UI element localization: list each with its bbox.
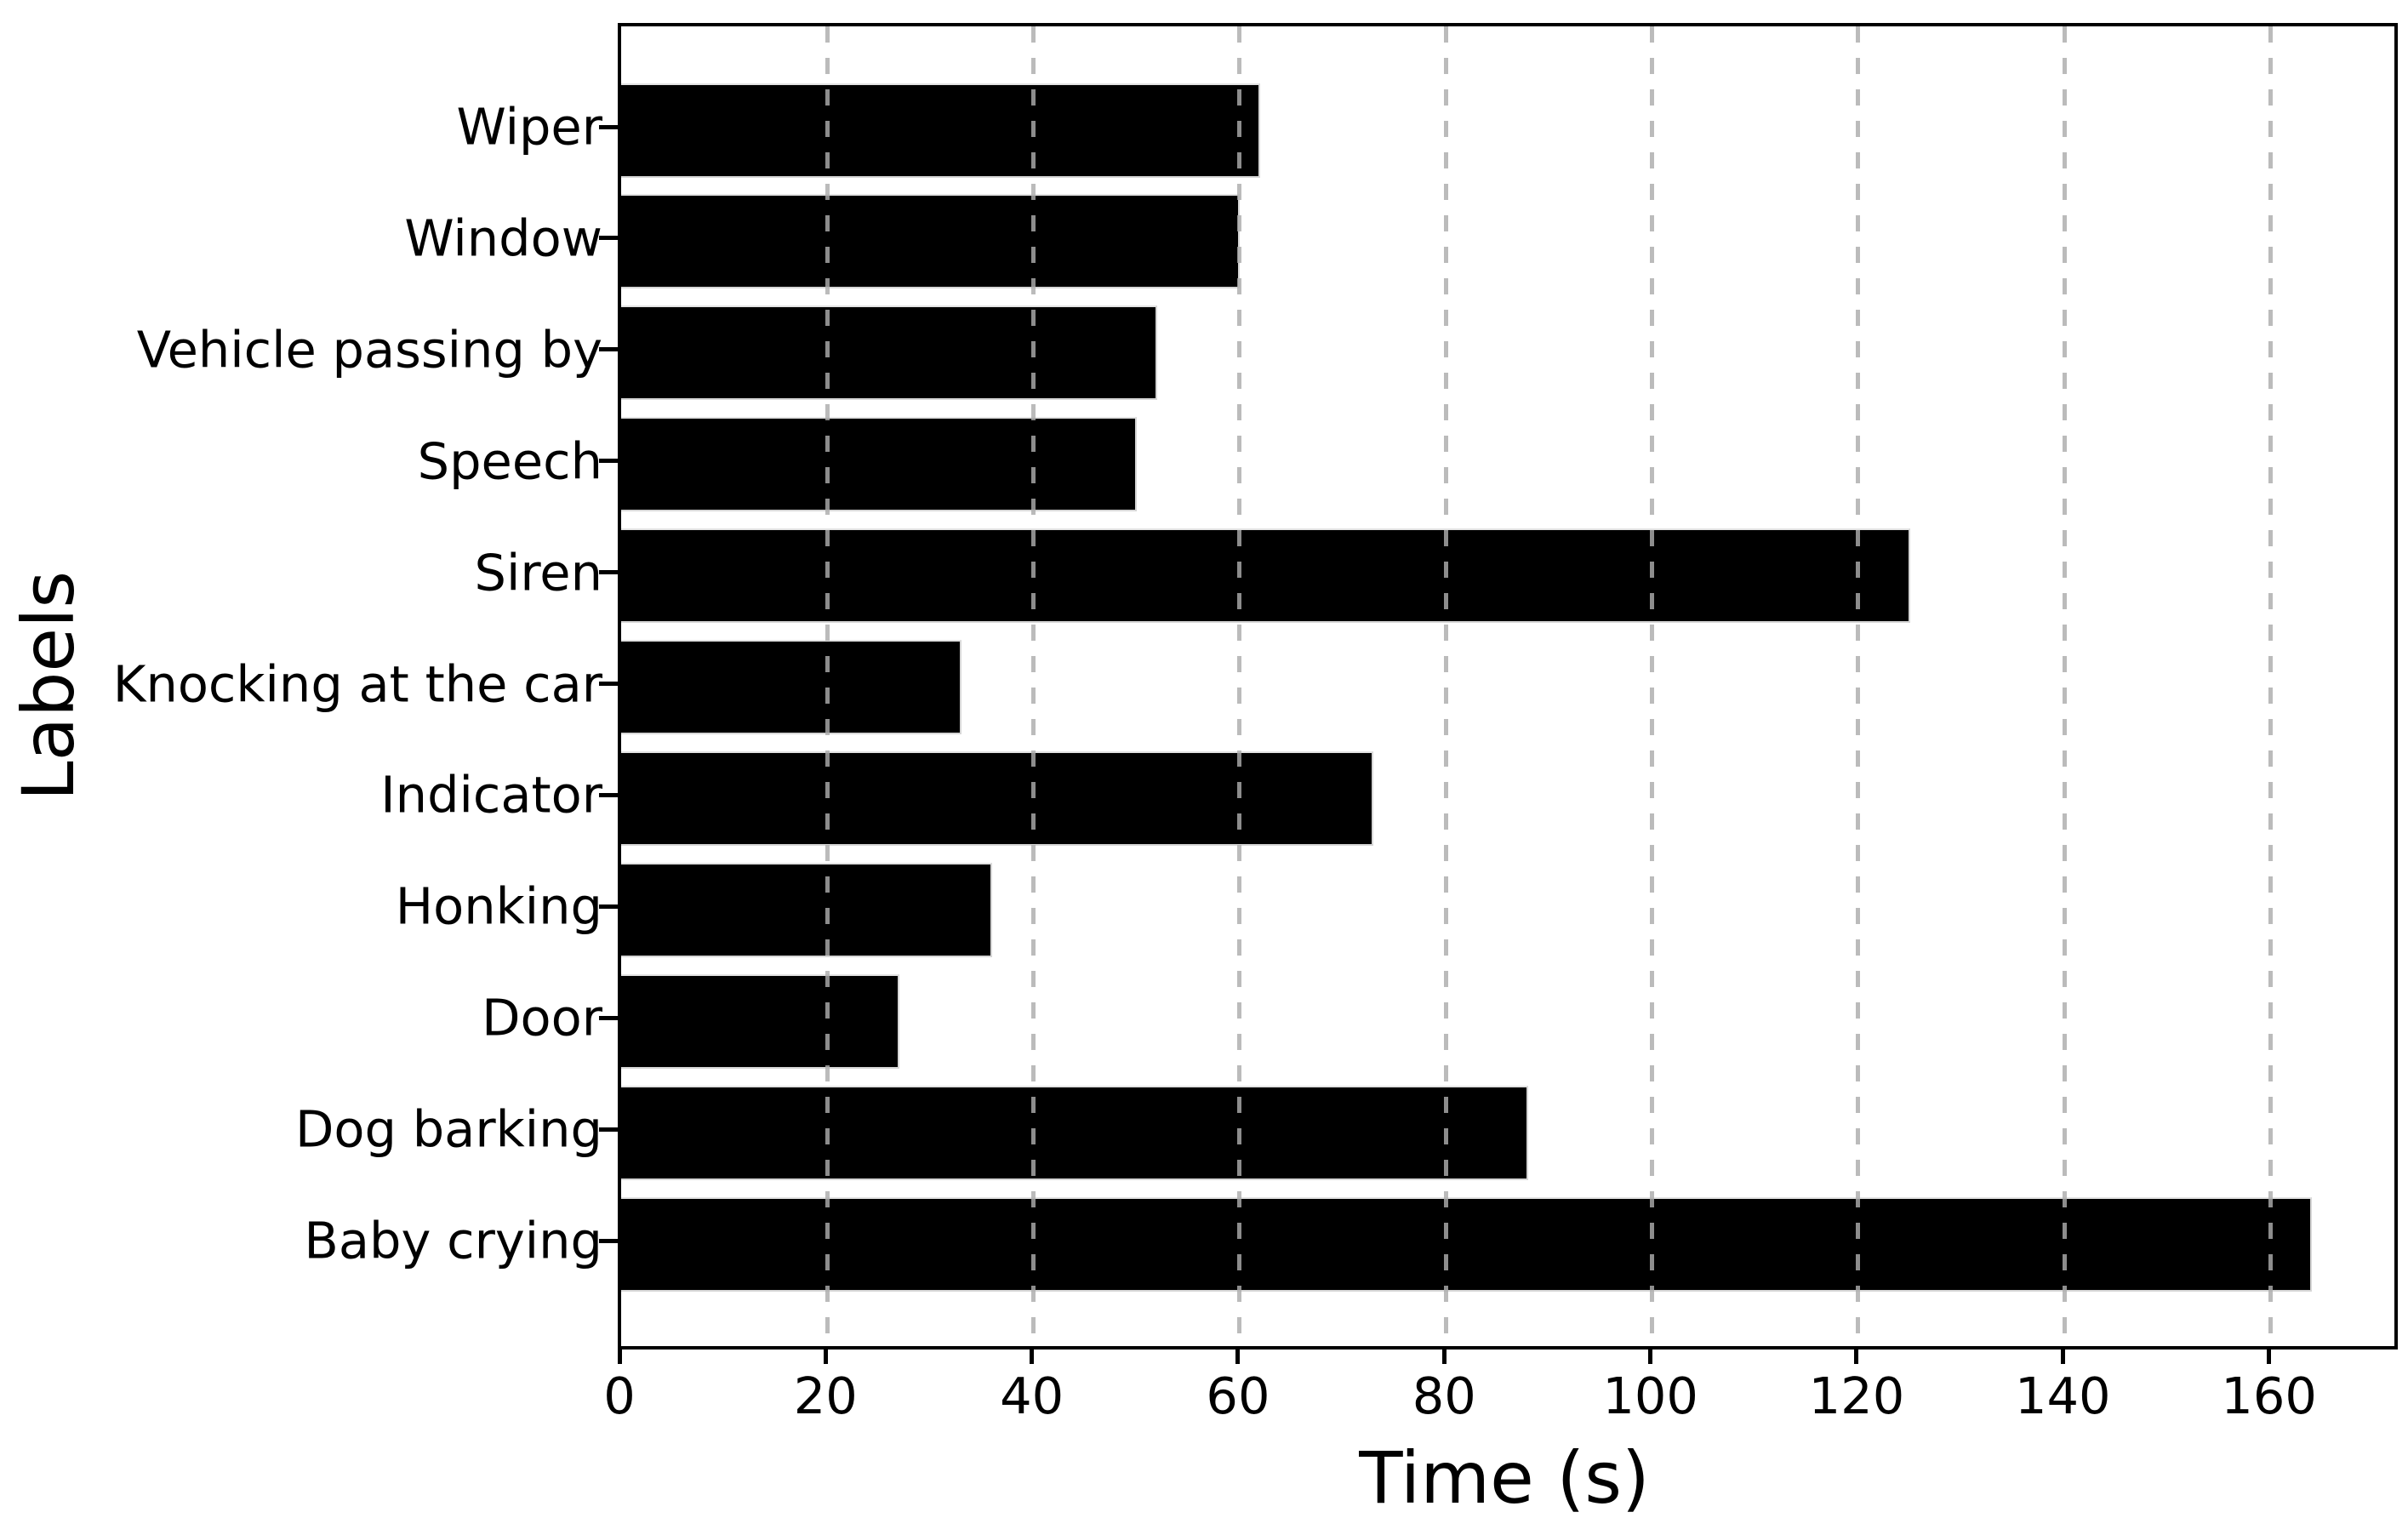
bar: [621, 194, 1240, 289]
gridline: [1237, 26, 1242, 1346]
x-tick-label: 100: [1602, 1367, 1698, 1425]
bar: [621, 750, 1374, 846]
gridline: [1856, 26, 1861, 1346]
y-tick: [599, 570, 618, 575]
bar: [621, 973, 900, 1069]
x-tick-label: 140: [2014, 1367, 2111, 1425]
x-tick-label: 40: [1000, 1367, 1064, 1425]
bar: [621, 640, 961, 734]
gridline: [1443, 26, 1448, 1346]
bar: [621, 305, 1158, 401]
y-tick-label: Baby crying: [304, 1211, 602, 1270]
x-tick: [1030, 1346, 1035, 1364]
x-tick-label: 120: [1808, 1367, 1905, 1425]
x-tick-label: 60: [1206, 1367, 1270, 1425]
x-tick: [1441, 1346, 1447, 1364]
x-tick: [823, 1346, 828, 1364]
y-tick: [599, 792, 618, 797]
x-tick: [1235, 1346, 1241, 1364]
gridline: [1031, 26, 1036, 1346]
y-tick-label: Speech: [417, 431, 602, 491]
gridline: [2062, 26, 2067, 1346]
x-tick: [1648, 1346, 1653, 1364]
y-tick-label: Vehicle passing by: [136, 320, 602, 379]
y-tick-label: Knocking at the car: [112, 654, 602, 713]
y-tick-label: Wiper: [456, 97, 602, 157]
y-tick-label: Dog barking: [294, 1099, 602, 1159]
y-tick: [599, 236, 618, 241]
x-axis-title: Time (s): [1359, 1436, 1650, 1520]
y-tick-label: Window: [404, 208, 602, 268]
x-tick-label: 80: [1412, 1367, 1476, 1425]
gridline: [1650, 26, 1655, 1346]
bar: [621, 83, 1261, 178]
y-tick-label: Door: [482, 988, 602, 1047]
gridline: [2268, 26, 2274, 1346]
bar: [621, 862, 993, 957]
bar: [621, 417, 1137, 512]
x-tick-label: 20: [793, 1367, 858, 1425]
y-tick: [599, 1015, 618, 1020]
x-tick-label: 160: [2221, 1367, 2317, 1425]
y-tick: [599, 682, 618, 686]
y-tick: [599, 904, 618, 909]
y-tick: [599, 459, 618, 464]
y-tick: [599, 347, 618, 352]
y-tick: [599, 124, 618, 129]
y-tick-label: Honking: [395, 876, 602, 936]
x-tick: [2060, 1346, 2065, 1364]
plot-area: [618, 23, 2398, 1350]
x-tick-label: 0: [603, 1367, 636, 1425]
x-tick: [617, 1346, 622, 1364]
y-tick: [599, 1238, 618, 1243]
bar: [621, 528, 1910, 624]
gridline: [825, 26, 830, 1346]
y-tick: [599, 1127, 618, 1132]
y-axis-title: Labels: [7, 570, 90, 802]
y-tick-label: Indicator: [380, 765, 602, 825]
bar: [621, 1085, 1529, 1180]
x-tick: [1854, 1346, 1859, 1364]
x-tick: [2267, 1346, 2272, 1364]
bar: [621, 1196, 2313, 1292]
y-tick-label: Siren: [474, 543, 603, 602]
